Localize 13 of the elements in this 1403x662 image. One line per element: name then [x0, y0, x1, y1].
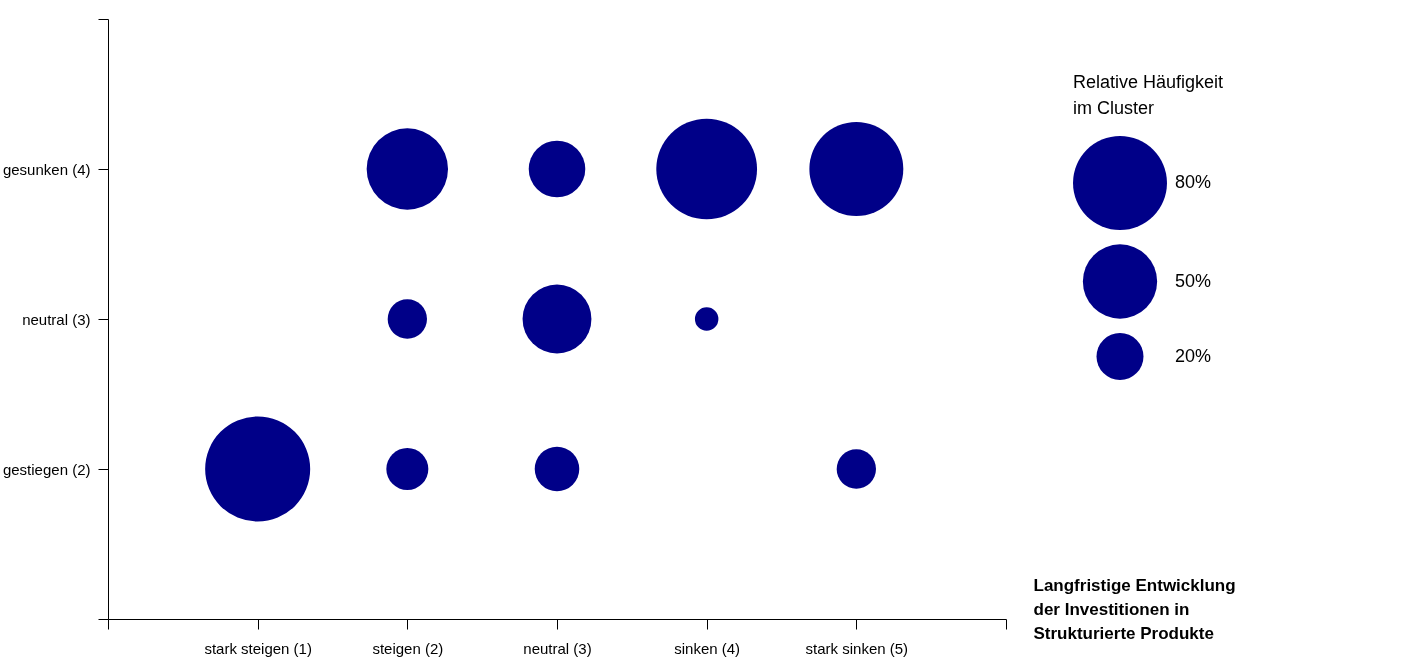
- y-tick-label: neutral (3): [22, 310, 91, 328]
- x-tick-label: stark sinken (5): [805, 639, 909, 657]
- y-tick-label: gestiegen (2): [2, 460, 91, 478]
- legend-title: Relative Häufigkeit im Cluster: [1073, 72, 1224, 118]
- y-tick-label: gesunken (4): [2, 160, 91, 178]
- legend-label: 20%: [1175, 345, 1212, 366]
- legend-label: 80%: [1175, 172, 1212, 192]
- legend-label: 50%: [1175, 270, 1212, 291]
- x-tick-label: steigen (2): [372, 639, 444, 657]
- x-tick-label: sinken (4): [674, 639, 741, 657]
- x-axis-title: Langfristige Entwicklung der Investitionen in Strukturierte Produkte: [1033, 575, 1236, 643]
- x-tick-label: stark steigen (1): [204, 639, 312, 657]
- x-tick-label: neutral (3): [523, 639, 592, 657]
